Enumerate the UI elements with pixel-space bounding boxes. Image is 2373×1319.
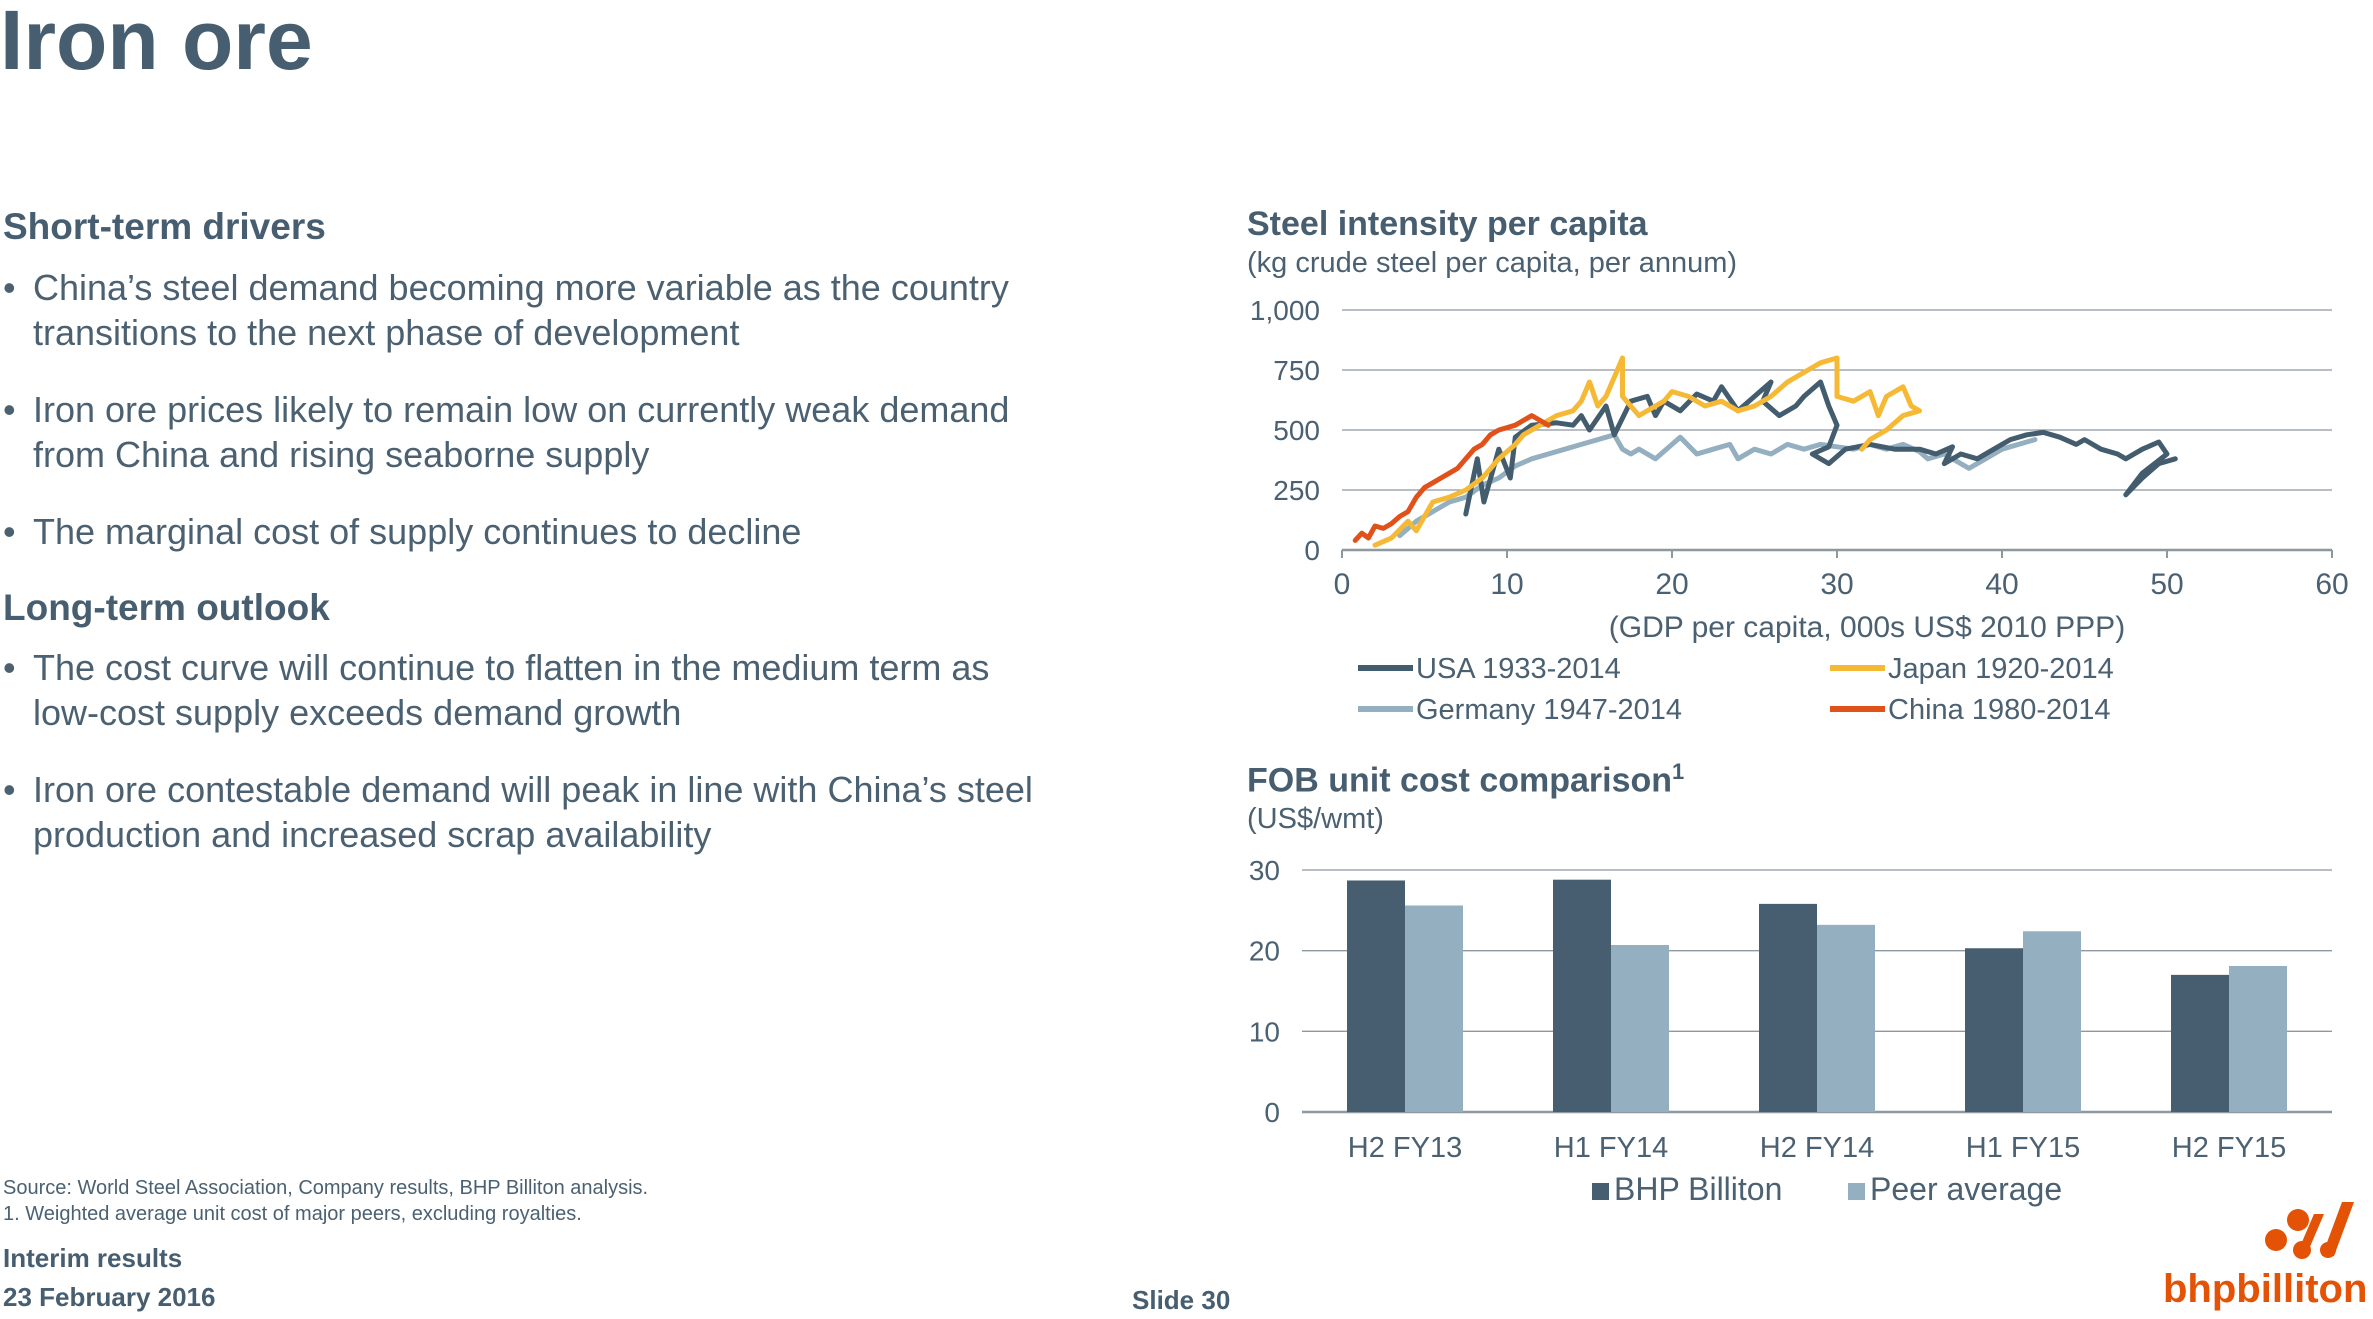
series-line-japan <box>1372 355 1922 548</box>
y-tick-label: 20 <box>1249 936 1280 967</box>
y-tick-label: 750 <box>1273 355 1320 386</box>
bullet-line: Iron ore contestable demand will peak in… <box>33 769 1033 810</box>
bullet-dot: • <box>3 647 16 688</box>
bullet-item: • The cost curve will continue to flatten… <box>3 645 1083 735</box>
x-tick-label: 10 <box>1490 568 1523 601</box>
event-name: Interim results <box>3 1243 183 1273</box>
bullet-item: • The marginal cost of supply continues t… <box>3 509 1083 554</box>
series-line-usa <box>1463 379 2178 517</box>
slide-number: Slide 30 <box>1132 1285 1231 1315</box>
bhp-logo-icon <box>2265 1202 2354 1259</box>
bar-bhp <box>1347 880 1405 1112</box>
y-tick-label: 500 <box>1273 415 1320 446</box>
category-label: H2 FY15 <box>2172 1132 2286 1164</box>
bullet-line: transitions to the next phase of develop… <box>33 312 740 353</box>
category-label: H2 FY13 <box>1348 1132 1462 1164</box>
bullet-dot: • <box>3 389 16 430</box>
x-tick-label: 40 <box>1985 568 2018 601</box>
category-label: H1 FY14 <box>1554 1132 1668 1164</box>
y-tick-label: 30 <box>1249 855 1280 886</box>
page-title: Iron ore <box>0 0 313 87</box>
footnote: 1. Weighted average unit cost of major p… <box>3 1203 582 1225</box>
y-tick-label: 10 <box>1249 1016 1280 1047</box>
bar-peer <box>2229 965 2287 1112</box>
x-axis-label: (GDP per capita, 000s US$ 2010 PPP) <box>1609 611 2125 644</box>
bullet-line: Iron ore prices likely to remain low on … <box>33 389 1010 430</box>
bar-peer <box>1817 924 1875 1112</box>
legend-label-china: China 1980-2014 <box>1888 694 2111 726</box>
bullet-item: • Iron ore prices likely to remain low on… <box>3 387 1083 477</box>
bullet-item: • Iron ore contestable demand will peak i… <box>3 767 1083 857</box>
bullet-line: from China and rising seaborne supply <box>33 434 650 475</box>
bar-peer <box>1405 905 1463 1112</box>
legend-label-bhp: BHP Billiton <box>1614 1171 1782 1207</box>
source-note: Source: World Steel Association, Company… <box>3 1177 649 1199</box>
legend-label-germany: Germany 1947-2014 <box>1416 694 1682 726</box>
bullet-dot: • <box>3 769 16 810</box>
category-label: H1 FY15 <box>1966 1132 2080 1164</box>
y-tick-label: 1,000 <box>1250 295 1320 326</box>
long-term-heading: Long-term outlook <box>3 587 330 628</box>
bar-bhp <box>1965 948 2023 1112</box>
bar-peer <box>2023 931 2081 1112</box>
fob-chart-footnote-mark: 1 <box>1672 759 1685 784</box>
bullet-line: China’s steel demand becoming more varia… <box>33 267 1009 308</box>
bullet-line: The marginal cost of supply continues to… <box>33 511 802 552</box>
bullet-dot: • <box>3 511 16 552</box>
y-tick-label: 250 <box>1273 475 1320 506</box>
x-tick-label: 20 <box>1655 568 1688 601</box>
event-date: 23 February 2016 <box>3 1282 216 1312</box>
steel-intensity-chart: 0 250 500 750 1,000 0 10 20 30 40 50 60 (GDP per cap… <box>1250 295 2349 726</box>
y-tick-label: 0 <box>1304 535 1320 566</box>
x-tick-label: 30 <box>1820 568 1853 601</box>
steel-chart-subtitle: (kg crude steel per capita, per annum) <box>1247 247 1738 279</box>
bullet-dot: • <box>3 267 16 308</box>
x-tick-label: 50 <box>2150 568 2183 601</box>
legend-swatch-peer <box>1848 1183 1865 1200</box>
bullet-item: • China’s steel demand becoming more vari… <box>3 265 1083 355</box>
bar-bhp <box>2171 974 2229 1112</box>
legend-label-usa: USA 1933-2014 <box>1416 653 1621 685</box>
bar-bhp <box>1553 879 1611 1112</box>
bhp-logo-text: bhpbilliton <box>2163 1267 2368 1311</box>
series-line-china <box>1352 413 1551 543</box>
legend-label-japan: Japan 1920-2014 <box>1888 653 2114 685</box>
short-term-heading: Short-term drivers <box>3 206 326 247</box>
steel-chart-title: Steel intensity per capita <box>1247 205 1648 243</box>
x-tick-label: 0 <box>1334 568 1351 601</box>
legend-swatch-bhp <box>1592 1183 1609 1200</box>
category-label: H2 FY14 <box>1760 1132 1874 1164</box>
fob-chart-title-text: FOB unit cost comparison <box>1247 761 1673 800</box>
fob-chart-title: FOB unit cost comparison1 <box>1247 759 1684 800</box>
bullet-line: The cost curve will continue to flatten … <box>33 647 990 688</box>
bar-bhp <box>1759 903 1817 1112</box>
fob-chart-subtitle: (US$/wmt) <box>1247 803 1384 835</box>
bullet-line: production and increased scrap availabil… <box>33 814 712 855</box>
legend-label-peer: Peer average <box>1870 1171 2062 1207</box>
y-tick-label: 0 <box>1264 1097 1280 1128</box>
fob-cost-chart: 0 10 20 30 H2 FY13 H1 FY14 H2 FY14 H1 FY15 H2 FY… <box>1249 855 2332 1207</box>
x-tick-label: 60 <box>2315 568 2348 601</box>
bullet-line: low-cost supply exceeds demand growth <box>33 692 682 733</box>
series-line-germany <box>1397 432 2038 539</box>
bar-peer <box>1611 945 1669 1112</box>
